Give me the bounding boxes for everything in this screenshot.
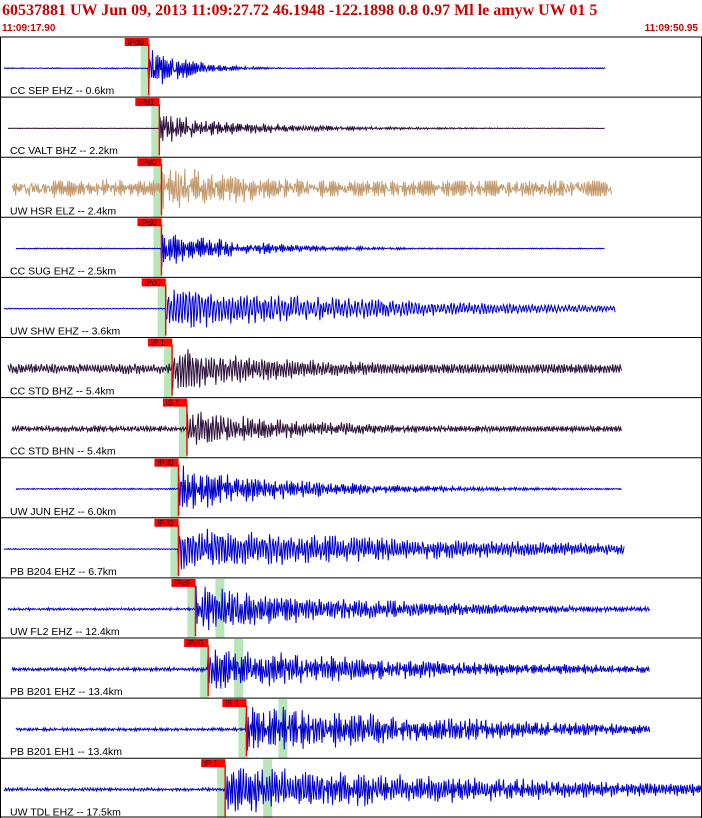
waveform-trace (11, 649, 650, 689)
waveform-trace (7, 586, 651, 631)
trace-panel: iP 1 CC STD BHZ -- 5.4km (0, 337, 702, 398)
pick-label-box (184, 639, 209, 647)
waveform-trace (3, 528, 625, 570)
pick-label-box (222, 699, 247, 708)
pick-label: iPd0 (157, 459, 174, 468)
trace-panel: iS 1 PB B201 EH1 -- 13.4km (0, 697, 702, 759)
station-label: PB B201 EHZ -- 13.4km (10, 686, 123, 698)
station-label: UW TDL EHZ -- 17.5km (10, 806, 121, 818)
trace-panel: iPd0 PB B204 EHZ -- 6.7km (0, 517, 702, 578)
waveform-trace (15, 706, 651, 751)
waveform-trace (3, 289, 616, 328)
waveform-trace (7, 115, 605, 142)
pick-window-band (153, 218, 163, 278)
time-start-label: 11:09:17.90 (2, 23, 56, 34)
pick-label: iPd0 (157, 519, 174, 528)
pick-label-box (124, 38, 149, 46)
station-label: UW FL2 EHZ -- 12.4km (10, 626, 120, 638)
pick-window-band (200, 639, 210, 699)
waveform-trace (3, 50, 606, 87)
station-label: UW SHW EHZ -- 3.6km (10, 326, 120, 338)
trace-panel: iPd0 CC SEP EHZ -- 0.6km (0, 36, 702, 98)
station-label: CC VALT BHZ -- 2.2km (10, 145, 118, 157)
pick-label-box (135, 98, 160, 107)
trace-panel: iPd0 PB B201 EHZ -- 13.4km (0, 637, 702, 699)
station-label: CC STD BHN -- 5.4km (10, 446, 116, 458)
pick-window-band (217, 759, 227, 818)
pick-label: iPd0 (145, 278, 162, 287)
pick-label: iS 1 (225, 699, 239, 708)
station-label: CC STD BHZ -- 5.4km (10, 386, 115, 398)
pick-label-box (162, 398, 187, 407)
pick-label-box (201, 759, 226, 768)
pick-window-band (187, 578, 197, 638)
waveform-trace (15, 465, 622, 509)
pick-label: iS 1 (166, 399, 180, 408)
pick-label-box (154, 518, 179, 527)
pick-window-band (238, 699, 248, 759)
station-label: PB B204 EHZ -- 6.7km (10, 566, 117, 578)
pick-window-band (151, 98, 161, 158)
waveform-trace (3, 768, 702, 813)
pick-label: iPd1 (138, 98, 155, 107)
pick-label-box (148, 338, 173, 347)
pick-label: iPc0 (174, 579, 190, 588)
trace-panel: iPd0 CC SUG EHZ -- 2.5km (0, 216, 702, 278)
pick-window-band (140, 38, 150, 98)
pick-label-box (154, 458, 179, 467)
trace-panel: iPd0 UW JUN EHZ -- 6.0km (0, 457, 702, 518)
pick-label: iPd0 (187, 639, 204, 648)
station-label: UW HSR ELZ -- 2.4km (10, 205, 116, 217)
station-label: PB B201 EH1 -- 13.4km (10, 746, 122, 758)
trace-panel: iPc0 UW FL2 EHZ -- 12.4km (0, 577, 702, 638)
station-label: UW JUN EHZ -- 6.0km (10, 506, 116, 518)
waveform-trace (15, 234, 605, 267)
pick-label-box (171, 578, 196, 587)
trace-panel: iS 1 CC STD BHN -- 5.4km (0, 397, 702, 458)
pick-label-box (141, 278, 166, 287)
waveform-trace (11, 411, 623, 445)
pick-label: iP 1 (204, 759, 218, 768)
pick-window-band (157, 278, 167, 338)
pick-label: iPd0 (140, 218, 157, 227)
trace-panel: iPd1 CC VALT BHZ -- 2.2km (0, 96, 702, 158)
event-header-title: 60537881 UW Jun 09, 2013 11:09:27.72 46.… (2, 2, 598, 19)
waveform-trace (7, 349, 623, 389)
waveform-trace (11, 168, 612, 209)
station-label: CC SUG EHZ -- 2.5km (10, 265, 116, 277)
pick-label: iPd0 (140, 158, 157, 167)
station-label: CC SEP EHZ -- 0.6km (10, 85, 114, 97)
pick-label-box (137, 158, 162, 167)
pick-label: iP 1 (151, 339, 165, 348)
pick-label: iPd0 (128, 38, 145, 47)
trace-panel: iPd0 UW HSR ELZ -- 2.4km (0, 156, 702, 217)
trace-panel: iPd0 UW SHW EHZ -- 3.6km (0, 276, 702, 338)
time-end-label: 11:09:50.95 (644, 23, 698, 34)
trace-panel: iP 1 UW TDL EHZ -- 17.5km (0, 757, 702, 818)
pick-label-box (137, 218, 162, 227)
